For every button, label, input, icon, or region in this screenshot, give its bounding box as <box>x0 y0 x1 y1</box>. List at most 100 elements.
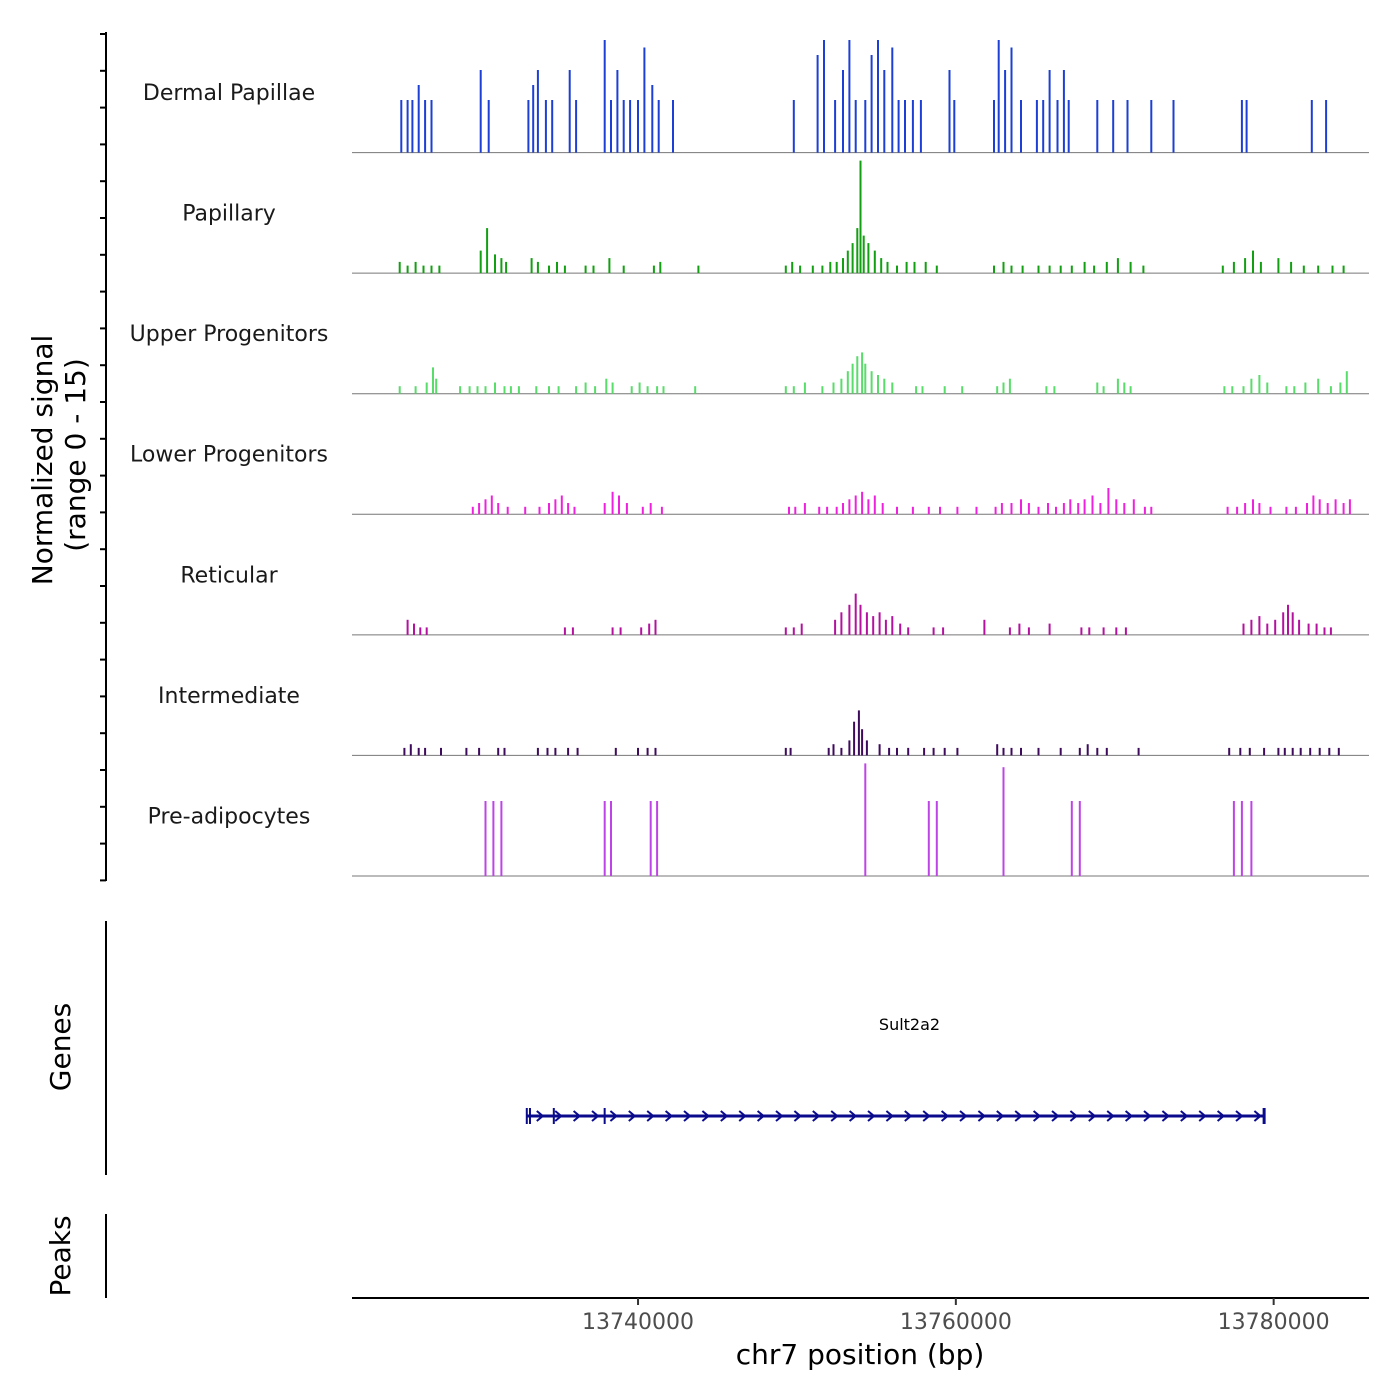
coverage-peak <box>1298 619 1301 635</box>
coverage-peak <box>638 382 641 394</box>
coverage-peak <box>854 495 857 515</box>
coverage-peak <box>536 747 539 756</box>
coverage-peak <box>1337 747 1340 756</box>
coverage-peak <box>1266 382 1269 394</box>
coverage-track: Papillary <box>182 160 1369 274</box>
coverage-peak <box>611 491 614 515</box>
coverage-peak <box>1124 627 1127 635</box>
coverage-peak <box>1323 627 1326 635</box>
coverage-peak <box>880 258 883 274</box>
coverage-peak <box>643 47 646 153</box>
coverage-peak <box>854 593 857 635</box>
coverage-peak <box>1318 499 1321 515</box>
coverage-peak <box>1309 747 1312 756</box>
coverage-peak <box>592 265 595 274</box>
coverage-peak <box>853 721 856 756</box>
coverage-peak <box>1290 261 1293 274</box>
coverage-peak <box>961 386 964 394</box>
coverage-peak <box>584 265 587 274</box>
coverage-peak <box>419 627 422 635</box>
coverage-peak <box>1291 747 1294 756</box>
coverage-peak <box>1277 747 1280 756</box>
coverage-peak <box>1223 386 1226 394</box>
coverage-peak <box>414 386 417 394</box>
coverage-peak <box>848 499 851 515</box>
coverage-peak <box>907 627 910 635</box>
coverage-peak <box>1048 265 1051 274</box>
coverage-track: Upper Progenitors <box>130 322 1369 395</box>
coverage-peak <box>911 506 914 515</box>
coverage-peak <box>1126 100 1129 153</box>
coverage-peak <box>913 261 916 274</box>
coverage-peak <box>834 100 837 153</box>
coverage-peak <box>811 265 814 274</box>
coverage-peak <box>1143 506 1146 515</box>
coverage-peak <box>476 386 479 394</box>
coverage-peak <box>842 503 844 515</box>
coverage-peak <box>503 747 506 756</box>
strand-arrow-icon <box>959 1110 968 1122</box>
coverage-peak <box>575 386 578 394</box>
coverage-peak <box>1132 499 1135 515</box>
coverage-track: Lower Progenitors <box>130 443 1369 515</box>
coverage-peak <box>1293 386 1296 394</box>
coverage-peak <box>792 627 795 635</box>
coverage-peak <box>1077 503 1080 515</box>
coverage-peak <box>1099 503 1102 515</box>
coverage-peak <box>548 265 550 274</box>
track-label: Reticular <box>180 563 278 588</box>
coverage-peak <box>625 503 628 515</box>
coverage-peak <box>1123 382 1126 394</box>
coverage-peak <box>1045 386 1048 394</box>
coverage-peak <box>656 801 659 876</box>
strand-arrow-icon <box>756 1110 766 1122</box>
coverage-peak <box>1312 495 1315 515</box>
coverage-peak <box>614 747 617 756</box>
coverage-peak <box>648 623 651 635</box>
coverage-peak <box>840 378 843 394</box>
coverage-peak <box>888 747 891 756</box>
coverage-peak <box>861 352 864 394</box>
coverage-peak <box>406 619 409 635</box>
strand-arrow-icon <box>922 1110 931 1122</box>
coverage-peak <box>1078 747 1081 756</box>
coverage-peak <box>834 619 837 635</box>
coverage-peak <box>536 70 539 153</box>
coverage-peak <box>857 710 860 756</box>
strand-arrow-icon <box>720 1110 729 1122</box>
coverage-peak <box>478 503 481 515</box>
coverage-peak <box>1129 261 1132 274</box>
coverage-peak <box>948 70 951 153</box>
coverage-peak <box>1037 747 1040 756</box>
coverage-peak <box>487 100 490 153</box>
coverage-peak <box>603 40 606 153</box>
coverage-peak <box>1069 499 1072 515</box>
coverage-peak <box>1056 100 1059 153</box>
coverage-peak <box>905 261 908 274</box>
coverage-peak <box>438 265 441 274</box>
strand-arrow-icon <box>554 1110 563 1122</box>
coverage-peak <box>1325 100 1328 153</box>
strand-arrow-icon <box>812 1110 821 1122</box>
coverage-peak <box>997 40 1000 153</box>
coverage-peak <box>654 619 657 635</box>
coverage-peak <box>468 386 471 394</box>
coverage-peak <box>398 386 401 394</box>
coverage-peak <box>422 265 425 274</box>
coverage-track: Intermediate <box>158 684 1369 756</box>
coverage-peak <box>652 265 655 274</box>
coverage-peak <box>494 382 496 394</box>
coverage-peak <box>1102 627 1105 635</box>
coverage-peak <box>942 627 945 635</box>
coverage-peak <box>1226 506 1229 515</box>
coverage-peak <box>530 258 533 274</box>
coverage-peak <box>846 250 849 274</box>
coverage-peak <box>619 627 622 635</box>
coverage-peak <box>409 744 412 756</box>
coverage-peak <box>911 100 914 153</box>
coverage-peak <box>575 100 578 153</box>
coverage-peak <box>935 265 938 274</box>
coverage-peak <box>654 747 657 756</box>
coverage-peak <box>1067 100 1070 153</box>
